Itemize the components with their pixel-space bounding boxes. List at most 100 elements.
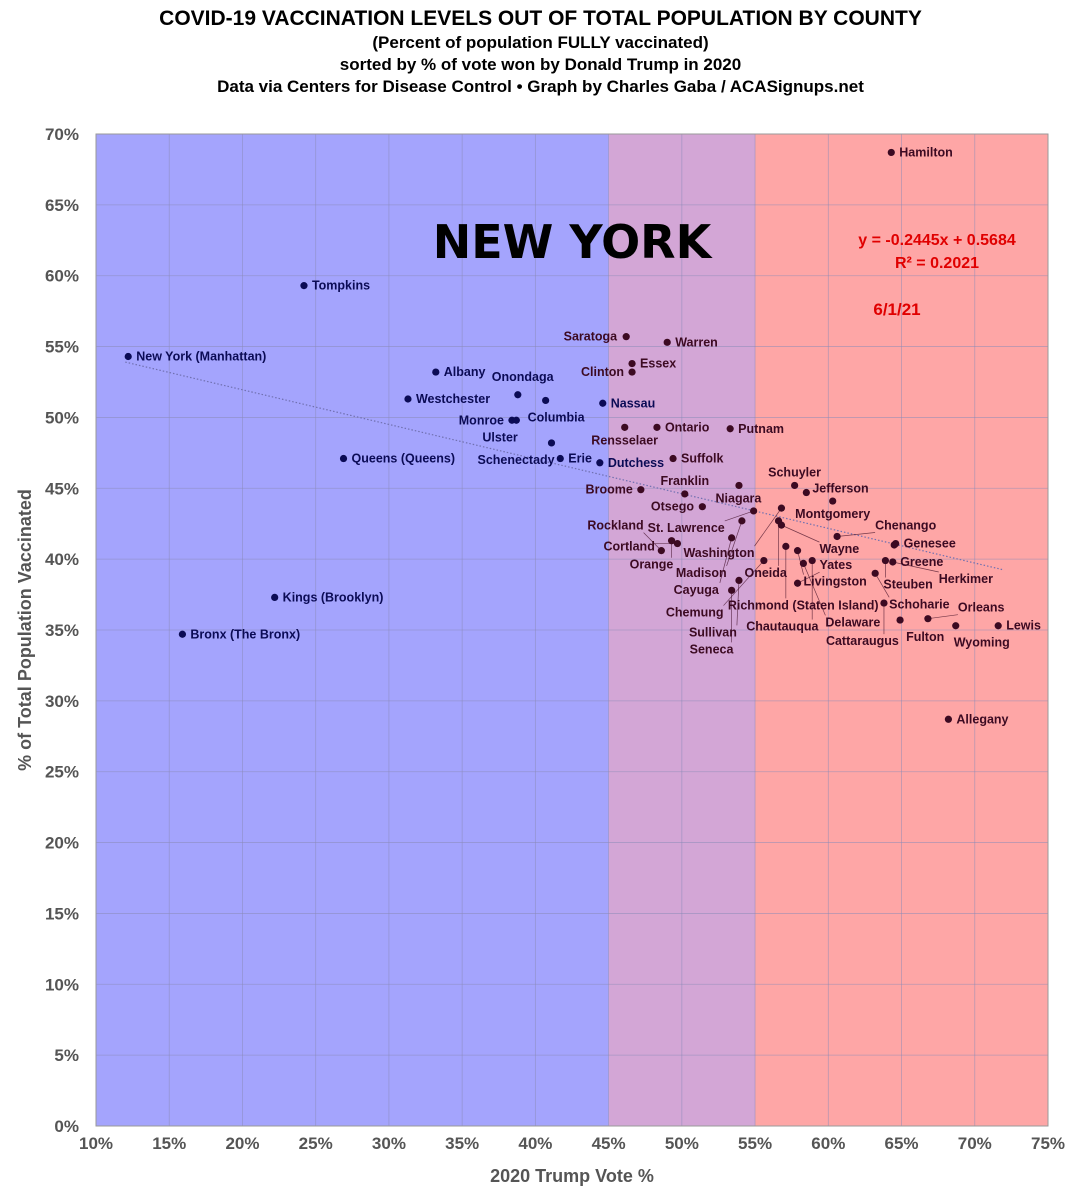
data-point: [829, 497, 837, 505]
data-point: [698, 503, 706, 511]
x-tick-label: 20%: [225, 1134, 259, 1153]
data-label: Washington: [683, 546, 754, 560]
data-point: [881, 556, 890, 565]
data-point: [547, 439, 556, 447]
data-point: [628, 359, 636, 368]
data-point: [596, 459, 604, 467]
data-label: Cattaraugus: [826, 634, 899, 648]
data-label: Cayuga: [674, 583, 720, 597]
data-label: Montgomery: [795, 507, 870, 521]
data-point: [833, 532, 841, 541]
x-tick-label: 25%: [299, 1134, 333, 1153]
data-label: Allegany: [956, 712, 1008, 726]
data-point: [944, 715, 953, 723]
data-label: Suffolk: [681, 452, 723, 466]
data-label: Chautauqua: [746, 620, 819, 634]
y-tick-label: 50%: [45, 408, 79, 427]
y-tick-label: 35%: [45, 621, 79, 640]
data-label: Bronx (The Bronx): [190, 627, 300, 641]
data-point: [657, 547, 665, 555]
data-point: [880, 599, 888, 607]
data-point: [673, 539, 682, 548]
data-label: Saratoga: [564, 330, 619, 344]
data-label: Seneca: [690, 642, 735, 656]
data-point: [777, 521, 786, 529]
data-label: Oneida: [745, 566, 788, 580]
data-label: Yates: [820, 558, 853, 572]
data-point: [542, 396, 550, 405]
label-leader-line: [719, 537, 732, 583]
data-label: Orange: [630, 558, 674, 572]
y-tick-label: 15%: [45, 904, 79, 923]
y-tick-label: 30%: [45, 692, 79, 711]
data-point: [952, 622, 960, 630]
data-point: [653, 423, 661, 431]
chart-title: COVID-19 VACCINATION LEVELS OUT OF TOTAL…: [159, 7, 922, 30]
data-label: Schenectady: [477, 453, 554, 467]
label-leader-line: [874, 573, 890, 598]
y-tick-label: 65%: [45, 196, 79, 215]
data-label: Onondaga: [492, 370, 555, 384]
data-point: [735, 481, 743, 490]
trendline: [125, 361, 1005, 571]
label-leader-line: [803, 563, 826, 616]
data-label: Rockland: [587, 519, 643, 533]
chart-titles: COVID-19 VACCINATION LEVELS OUT OF TOTAL…: [0, 6, 1081, 98]
data-label: Sullivan: [689, 625, 737, 639]
data-label: Genesee: [904, 537, 956, 551]
data-label: Madison: [676, 566, 727, 580]
data-point: [896, 616, 904, 624]
data-point: [799, 559, 808, 567]
data-label: Putnam: [738, 422, 784, 436]
data-label: Wyoming: [954, 636, 1010, 650]
x-tick-label: 30%: [372, 1134, 406, 1153]
leader-lines: [643, 507, 958, 643]
label-leader-line: [892, 561, 939, 573]
x-tick-label: 40%: [518, 1134, 552, 1153]
data-label: Franklin: [660, 474, 709, 488]
data-points: [124, 148, 1002, 723]
y-tick-label: 70%: [45, 125, 79, 144]
x-tick-label: 60%: [811, 1134, 845, 1153]
label-leader-line: [781, 524, 820, 543]
label-leader-line: [797, 571, 820, 584]
data-label: Wayne: [819, 542, 859, 556]
x-tick-label: 50%: [665, 1134, 699, 1153]
y-tick-label: 40%: [45, 550, 79, 569]
data-point: [738, 517, 746, 525]
data-label: Herkimer: [939, 572, 993, 586]
x-tick-label: 15%: [152, 1134, 186, 1153]
data-point: [791, 481, 799, 490]
data-label: Hamilton: [899, 145, 952, 159]
y-tick-label: 25%: [45, 763, 79, 782]
data-label: Jefferson: [812, 482, 868, 496]
data-point: [777, 504, 786, 512]
date-label: 6/1/21: [873, 300, 920, 319]
data-label: Niagara: [716, 491, 763, 505]
data-label: St. Lawrence: [648, 521, 725, 535]
data-point: [793, 547, 802, 555]
data-point: [887, 148, 895, 157]
x-tick-label: 10%: [79, 1134, 113, 1153]
data-point: [339, 454, 348, 463]
data-label: Cortland: [603, 540, 654, 554]
x-tick-label: 55%: [738, 1134, 772, 1153]
data-point: [432, 368, 440, 376]
data-point: [782, 542, 790, 550]
data-point: [994, 622, 1002, 630]
label-leader-line: [837, 532, 876, 537]
data-point: [924, 615, 932, 623]
chart-subtitle-2: sorted by % of vote won by Donald Trump …: [339, 55, 742, 74]
label-leader-line: [724, 510, 754, 522]
data-label: Rensselaer: [591, 433, 658, 447]
data-point: [628, 368, 636, 376]
data-point: [178, 630, 187, 638]
data-point: [637, 486, 645, 494]
data-point: [802, 488, 810, 497]
data-point: [512, 416, 520, 424]
data-point: [808, 556, 816, 565]
data-label: Chenango: [875, 518, 936, 532]
data-point: [514, 391, 522, 399]
data-label: Clinton: [581, 365, 624, 379]
data-label: Ulster: [482, 430, 518, 444]
